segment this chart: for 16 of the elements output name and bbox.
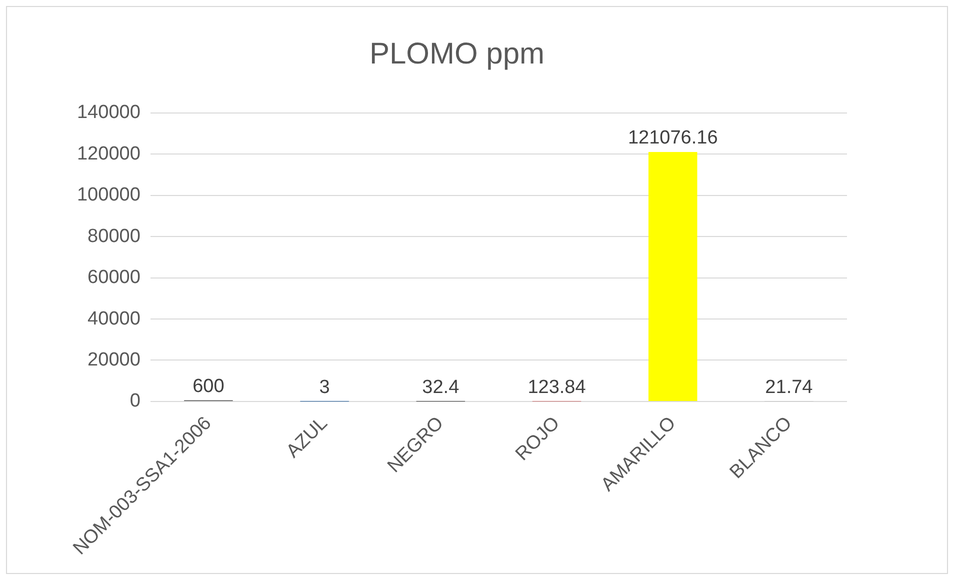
- data-label: 600: [192, 376, 224, 397]
- y-tick-label: 100000: [76, 184, 140, 206]
- data-label: 3: [319, 377, 330, 398]
- data-label: 121076.16: [628, 128, 718, 149]
- y-tick-label: 40000: [88, 308, 140, 330]
- data-label: 21.74: [765, 377, 814, 398]
- chart-title: PLOMO ppm: [369, 37, 545, 70]
- data-label: 123.84: [528, 376, 586, 398]
- y-tick-label: 120000: [76, 143, 140, 164]
- y-tick-label: 140000: [76, 102, 140, 124]
- bar: [648, 152, 698, 401]
- data-label: 32.4: [422, 377, 460, 398]
- y-tick-label: 80000: [88, 226, 140, 247]
- y-tick-label: 0: [130, 390, 140, 412]
- y-tick-label: 20000: [88, 349, 140, 370]
- y-tick-label: 60000: [88, 267, 140, 288]
